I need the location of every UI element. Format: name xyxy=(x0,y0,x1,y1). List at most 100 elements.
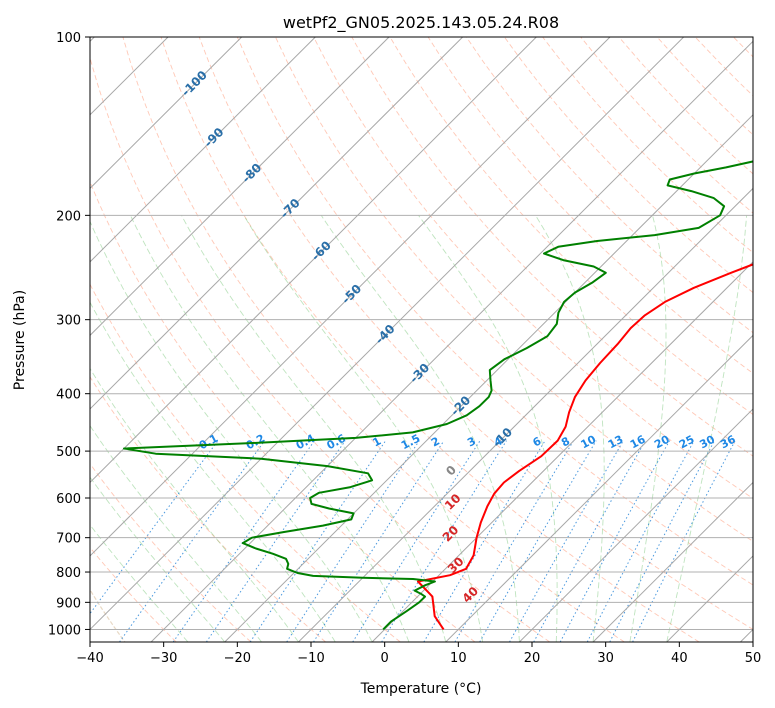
dry-adiabat-line xyxy=(90,55,550,642)
x-tick-label: −40 xyxy=(76,651,103,666)
isotherm-line xyxy=(90,37,316,263)
isotherm-label: -70 xyxy=(278,196,303,221)
mixing-ratio-line xyxy=(586,440,695,642)
mixing-ratio-line xyxy=(90,440,219,615)
x-tick-label: 50 xyxy=(745,651,762,666)
x-tick-label: 0 xyxy=(381,651,389,666)
dry-adiabat-line xyxy=(198,37,753,630)
x-tick-label: −10 xyxy=(297,651,324,666)
moist-adiabat-line xyxy=(90,524,189,642)
dry-adiabat-line xyxy=(122,37,625,642)
moist-adiabat-line xyxy=(90,301,336,642)
chart-title: wetPf2_GN05.2025.143.05.24.R08 xyxy=(283,13,559,33)
mixing-ratio-label: 25 xyxy=(677,433,697,452)
mixing-ratio-line xyxy=(632,440,736,642)
mixing-ratio-label: 16 xyxy=(628,433,648,452)
mixing-ratio-line xyxy=(559,440,671,642)
wet-adiabat-label: 20 xyxy=(440,523,462,545)
mixing-ratio-line xyxy=(509,440,624,642)
x-tick-label: 20 xyxy=(524,651,541,666)
mixing-ratio-label: 0.4 xyxy=(294,432,318,453)
mixing-ratio-line xyxy=(609,440,715,642)
y-tick-label: 900 xyxy=(56,596,81,611)
isotherm-line xyxy=(592,481,753,642)
mixing-ratio-label: 3 xyxy=(465,434,478,449)
y-axis-label: Pressure (hPa) xyxy=(12,290,28,390)
isotherm-label: -20 xyxy=(448,393,473,418)
y-tick-label: 600 xyxy=(56,492,81,507)
isotherm-line xyxy=(371,261,753,642)
mixing-ratio-line xyxy=(172,440,316,642)
dry-adiabat-line xyxy=(236,37,753,586)
dry-adiabat-line xyxy=(694,37,753,97)
series-group xyxy=(123,160,753,631)
isotherm-line xyxy=(90,37,464,410)
dry-adiabat-line xyxy=(90,463,252,642)
pressure-gridlines xyxy=(90,37,753,630)
mixing-ratio-label: 8 xyxy=(559,434,572,449)
mixing-ratio-line xyxy=(454,440,575,642)
dry-adiabat-line xyxy=(504,37,753,294)
mixing-ratio-label: 10 xyxy=(579,433,599,452)
moist-adiabat-line xyxy=(320,215,520,642)
x-tick-label: 30 xyxy=(597,651,614,666)
mixing-ratio-line xyxy=(479,440,597,642)
y-tick-label: 500 xyxy=(56,445,81,460)
isotherm-line xyxy=(298,187,753,642)
dry-adiabat-line xyxy=(313,37,753,499)
mixing-ratio-line xyxy=(352,440,481,642)
x-tick-label: −30 xyxy=(150,651,177,666)
dry-adiabat-line xyxy=(160,37,700,642)
plot-frame xyxy=(89,36,754,643)
isotherm-line xyxy=(90,37,685,631)
dry-adiabat-line xyxy=(618,37,753,175)
y-tick-label: 700 xyxy=(56,532,81,547)
mixing-ratio-label: 30 xyxy=(697,433,717,452)
mixing-ratio-line xyxy=(249,440,387,642)
isotherm-line xyxy=(90,37,537,484)
x-tick-label: 40 xyxy=(671,651,688,666)
y-tick-label: 800 xyxy=(56,566,81,581)
moist-adiabat-line xyxy=(243,215,484,642)
x-axis-label: Temperature (°C) xyxy=(360,681,482,697)
y-tick-label: 300 xyxy=(56,314,81,329)
background-labels: 0.1 0.2 0.4 0.6 1 1.5 2 3 4 6 8 10 13 16 20 25 30 36-100-… xyxy=(179,68,738,606)
wet-adiabat-label: 10 xyxy=(442,491,464,513)
isotherm-line xyxy=(90,37,243,190)
y-tick-label: 100 xyxy=(56,31,81,46)
isotherm-line xyxy=(445,334,753,642)
moist-adiabat-line xyxy=(666,215,748,642)
x-tick-label: −20 xyxy=(224,651,251,666)
dry-adiabat-line xyxy=(275,37,753,542)
dry-adiabat-line xyxy=(351,37,753,457)
dry-adiabat-line xyxy=(427,37,753,374)
moist-adiabat-line xyxy=(90,367,299,642)
dry-adiabat-line xyxy=(90,546,177,642)
mixing-ratio-line xyxy=(381,440,507,642)
isotherm-line xyxy=(90,37,611,557)
skewed-isotherms xyxy=(90,37,753,642)
isotherm-label: -100 xyxy=(179,68,210,99)
y-tick-label: 1000 xyxy=(48,623,81,638)
dry-adiabat-line xyxy=(772,37,775,642)
y-tick-label: 400 xyxy=(56,388,81,403)
dry-adiabat-line xyxy=(389,37,753,415)
mixing-ratio-line xyxy=(313,440,445,642)
isotherm-line xyxy=(666,555,753,642)
isotherm-label: -80 xyxy=(239,161,264,186)
moist-adiabat-line xyxy=(535,215,605,642)
mixing-ratio-line xyxy=(119,440,266,642)
dewpoint-profile-line xyxy=(123,160,753,631)
mixing-ratio-label: 13 xyxy=(606,433,626,452)
dry-adiabat-line xyxy=(90,283,401,642)
mixing-ratio-label: 1.5 xyxy=(399,432,422,453)
dry-adiabat-line xyxy=(90,375,326,642)
moist-adiabat-line xyxy=(90,424,262,642)
x-axis: −40 −30 −20 −10 0 10 20 30 40 50 xyxy=(76,642,761,666)
mixing-ratio-label: 20 xyxy=(652,433,672,452)
y-tick-label: 200 xyxy=(56,209,81,224)
isotherm-line xyxy=(90,37,390,337)
moist-adiabat-line xyxy=(90,476,226,642)
isotherm-line xyxy=(519,408,753,642)
